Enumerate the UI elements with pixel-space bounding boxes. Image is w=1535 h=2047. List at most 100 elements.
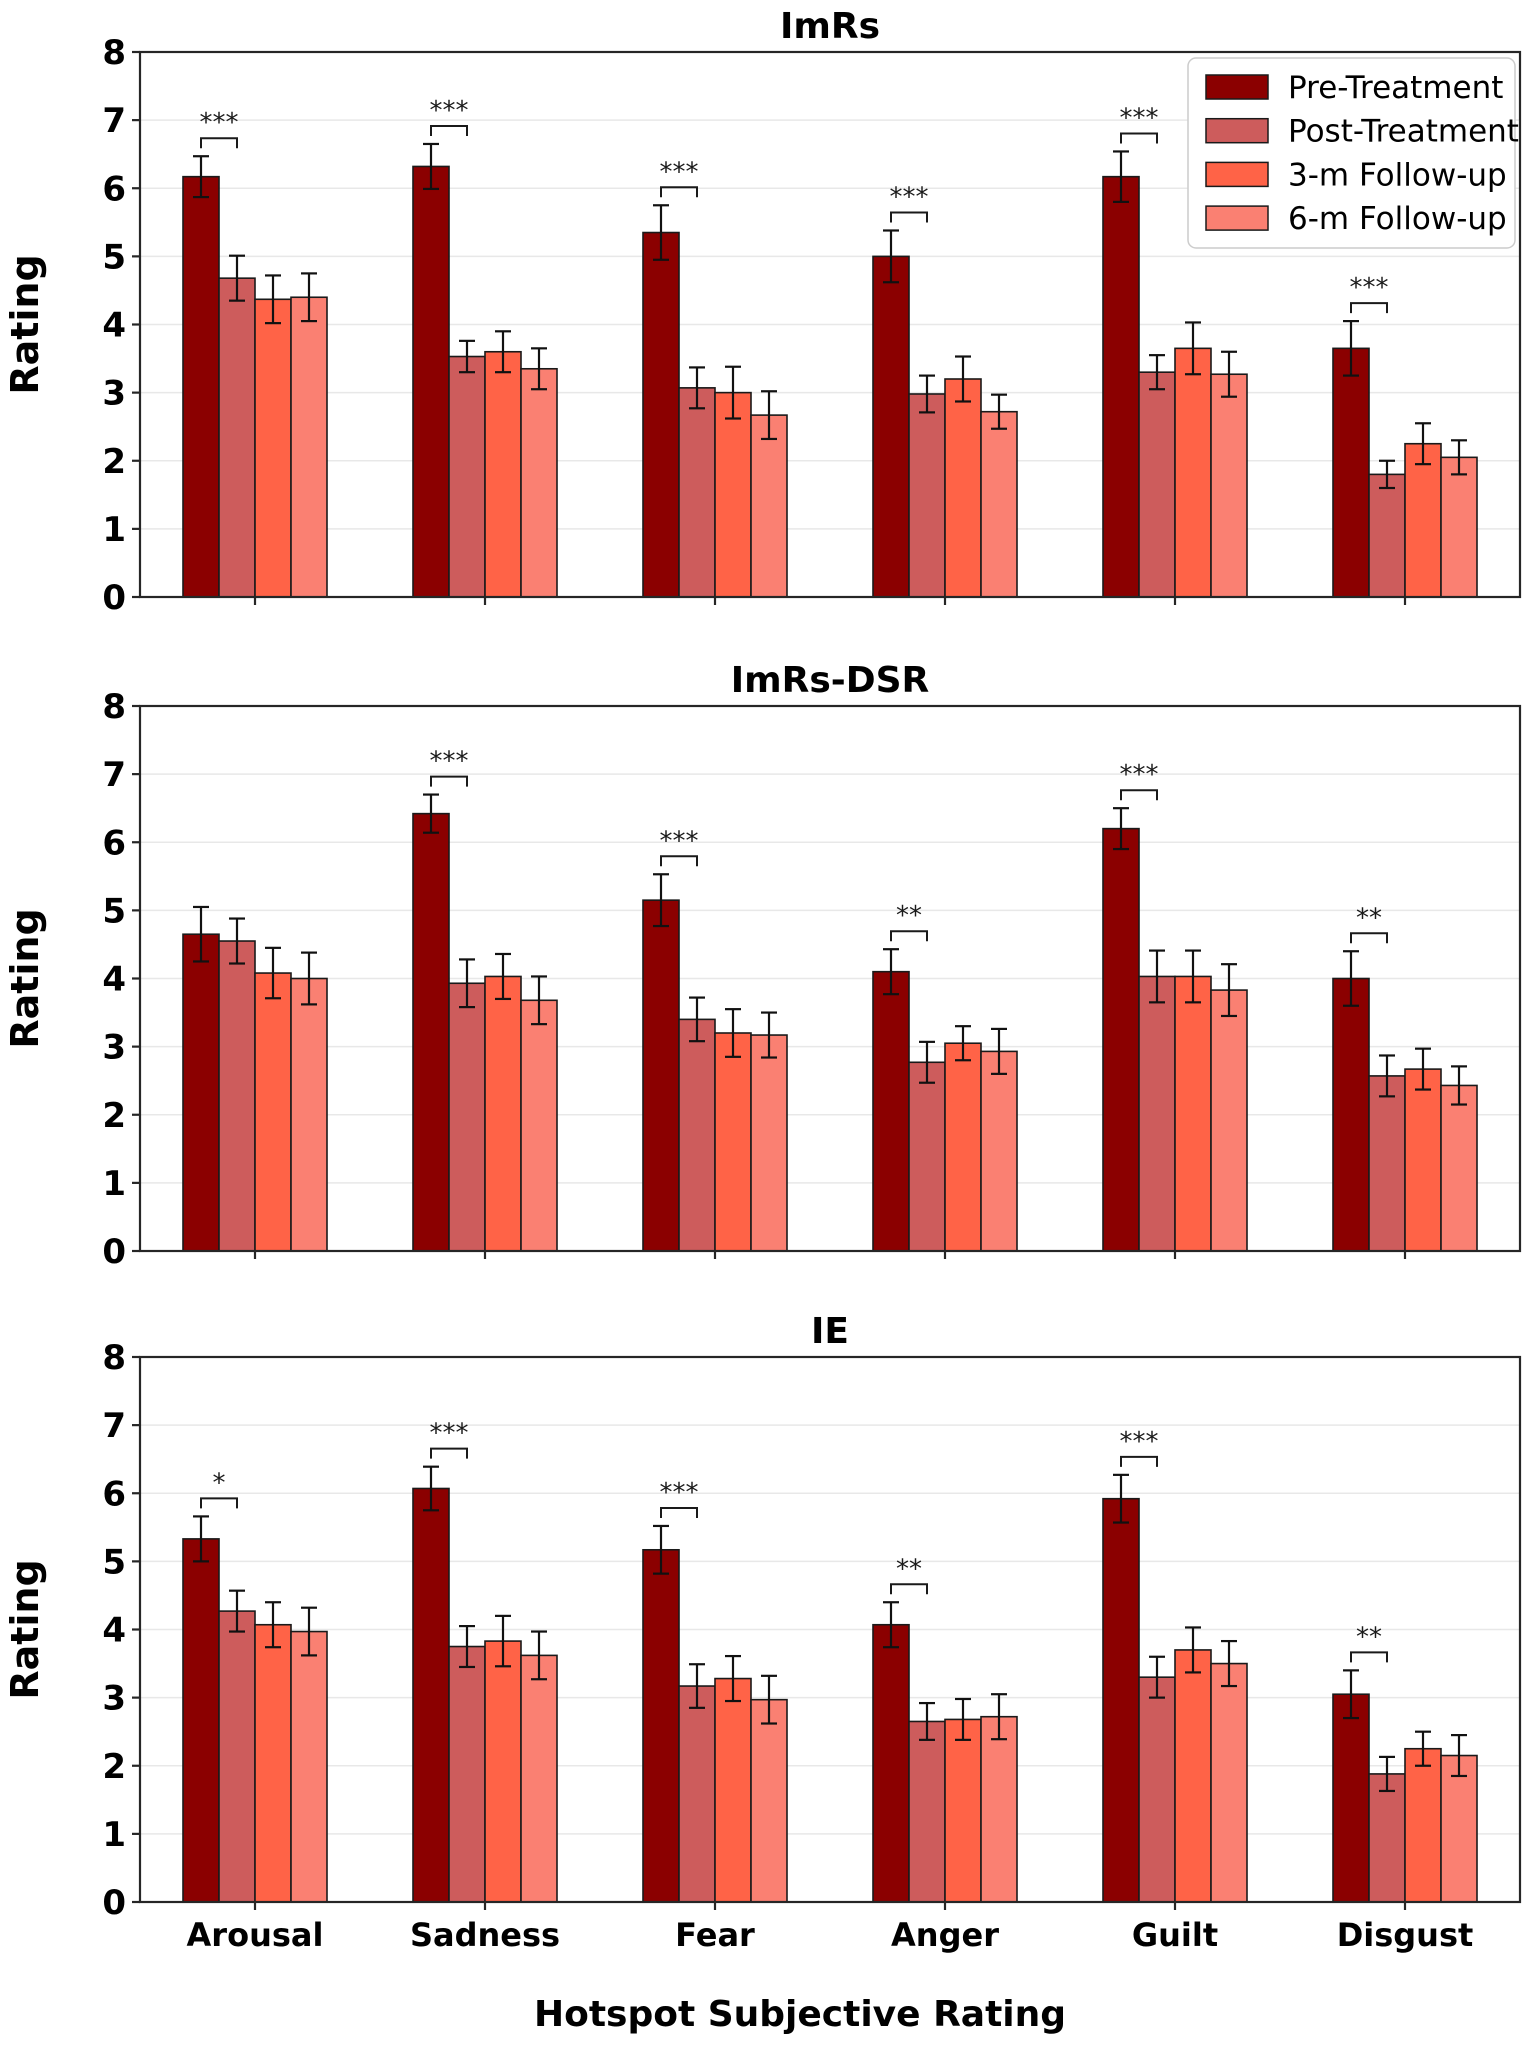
errorbar-pre-treatment-guilt	[1113, 1473, 1129, 1524]
bar-3-m-follow-up-fear	[714, 391, 752, 598]
bar-6-m-follow-up-fear	[750, 1698, 788, 1903]
sig-label-arousal: ***	[200, 108, 239, 138]
sig-label-anger: **	[896, 901, 922, 931]
chart-title-ie: IE	[811, 1311, 849, 1352]
sig-bracket-anger	[890, 211, 928, 223]
bar-pre-treatment-fear	[642, 1548, 680, 1903]
y-axis-label: Rating	[3, 1559, 47, 1699]
bar-6-m-follow-up-fear	[750, 414, 788, 598]
bar-6-m-follow-up-arousal	[290, 296, 328, 598]
bar-3-m-follow-up-guilt	[1174, 347, 1212, 598]
y-tick-label: 3	[102, 1028, 126, 1068]
errorbar-6-m-follow-up-fear	[761, 390, 777, 441]
y-tick-label: 6	[102, 1474, 126, 1514]
sig-bracket-disgust	[1350, 1651, 1388, 1663]
bar-post-treatment-arousal	[218, 1610, 256, 1903]
sig-bracket-fear	[660, 855, 698, 867]
bar-3-m-follow-up-anger	[944, 1718, 982, 1903]
errorbar-6-m-follow-up-arousal	[301, 951, 317, 1006]
bar-post-treatment-guilt	[1138, 975, 1176, 1252]
sig-label-anger: ***	[890, 182, 929, 212]
sig-bracket-sadness	[430, 775, 468, 787]
errorbar-post-treatment-arousal	[229, 254, 245, 302]
errorbar-6-m-follow-up-disgust	[1451, 1733, 1467, 1778]
legend-swatch-3-m-follow-up	[1205, 161, 1269, 188]
bar-6-m-follow-up-disgust	[1440, 1754, 1478, 1903]
y-tick-label: 8	[102, 687, 126, 727]
legend-swatch-6-m-follow-up	[1205, 205, 1269, 231]
sig-label-sadness: ***	[430, 96, 469, 126]
bar-post-treatment-arousal	[218, 277, 256, 598]
x-tick-label-fear: Fear	[675, 1916, 755, 1954]
x-tick-label-guilt: Guilt	[1132, 1916, 1218, 1954]
bar-pre-treatment-disgust	[1332, 977, 1370, 1252]
y-tick-label: 7	[102, 101, 126, 141]
bar-6-m-follow-up-guilt	[1210, 1662, 1248, 1903]
bar-post-treatment-sadness	[448, 1645, 486, 1903]
errorbar-pre-treatment-disgust	[1343, 1669, 1359, 1720]
bar-pre-treatment-sadness	[412, 1487, 450, 1903]
y-tick-label: 0	[102, 1883, 126, 1923]
sig-bracket-sadness	[430, 1447, 468, 1459]
errorbar-6-m-follow-up-anger	[991, 1693, 1007, 1741]
bar-3-m-follow-up-arousal	[254, 972, 292, 1252]
errorbar-post-treatment-guilt	[1149, 949, 1165, 1004]
errorbar-3-m-follow-up-arousal	[265, 946, 281, 1000]
errorbar-3-m-follow-up-arousal	[265, 274, 281, 325]
y-tick-label: 0	[102, 578, 126, 618]
y-tick-label: 8	[102, 1338, 126, 1378]
y-tick-label: 2	[102, 442, 126, 482]
errorbar-6-m-follow-up-guilt	[1221, 1639, 1237, 1688]
bar-post-treatment-sadness	[448, 982, 486, 1252]
y-tick-label: 1	[102, 1164, 126, 1204]
legend-label-pre-treatment: Pre-Treatment	[1288, 70, 1503, 106]
sig-bracket-arousal	[200, 137, 238, 149]
errorbar-6-m-follow-up-fear	[761, 1011, 777, 1059]
errorbar-pre-treatment-disgust	[1343, 319, 1359, 377]
errorbar-3-m-follow-up-sadness	[495, 1614, 511, 1668]
errorbar-3-m-follow-up-fear	[725, 365, 741, 420]
bar-6-m-follow-up-sadness	[520, 1654, 558, 1903]
y-tick-label: 6	[102, 823, 126, 863]
bar-post-treatment-fear	[678, 1685, 716, 1903]
sig-label-anger: **	[896, 1554, 922, 1584]
errorbar-3-m-follow-up-arousal	[265, 1601, 281, 1649]
bar-pre-treatment-arousal	[182, 175, 220, 598]
bar-pre-treatment-disgust	[1332, 347, 1370, 598]
sig-label-disgust: **	[1356, 903, 1382, 933]
sig-label-sadness: ***	[430, 747, 469, 777]
bar-post-treatment-guilt	[1138, 1676, 1176, 1903]
errorbar-6-m-follow-up-disgust	[1451, 1065, 1467, 1106]
errorbar-6-m-follow-up-arousal	[301, 272, 317, 323]
bar-3-m-follow-up-fear	[714, 1677, 752, 1903]
errorbar-post-treatment-guilt	[1149, 1655, 1165, 1699]
bar-3-m-follow-up-guilt	[1174, 975, 1212, 1252]
legend-label-3-m-follow-up: 3-m Follow-up	[1288, 157, 1507, 193]
legend: Pre-Treatment Post-Treatment 3-m Follow-up…	[1187, 57, 1519, 249]
bar-6-m-follow-up-disgust	[1440, 1084, 1478, 1252]
errorbar-post-treatment-fear	[689, 366, 705, 410]
sig-label-guilt: ***	[1120, 103, 1159, 133]
errorbar-pre-treatment-fear	[653, 1524, 669, 1575]
errorbar-pre-treatment-disgust	[1343, 950, 1359, 1007]
imrs-chart: *** *** *** *** *** *** 0 1 2 3 4 5 6 7 8 ImRs Rating Pre…	[3, 6, 1522, 618]
y-tick-label: 3	[102, 374, 126, 414]
y-tick-label: 4	[102, 1611, 126, 1651]
errorbar-6-m-follow-up-guilt	[1221, 350, 1237, 398]
bar-post-treatment-anger	[908, 393, 946, 598]
errorbar-3-m-follow-up-sadness	[495, 952, 511, 1001]
bar-6-m-follow-up-guilt	[1210, 989, 1248, 1252]
bar-6-m-follow-up-arousal	[290, 977, 328, 1252]
y-tick-label: 4	[102, 306, 126, 346]
sig-bracket-arousal	[200, 1497, 238, 1509]
sig-bracket-anger	[890, 1583, 928, 1595]
y-tick-label: 2	[102, 1096, 126, 1136]
bar-6-m-follow-up-guilt	[1210, 373, 1248, 598]
bar-pre-treatment-sadness	[412, 812, 450, 1252]
errorbar-post-treatment-anger	[919, 1040, 935, 1084]
y-axis-label: Rating	[3, 908, 47, 1048]
y-tick-label: 1	[102, 510, 126, 550]
errorbar-post-treatment-disgust	[1379, 1755, 1395, 1793]
